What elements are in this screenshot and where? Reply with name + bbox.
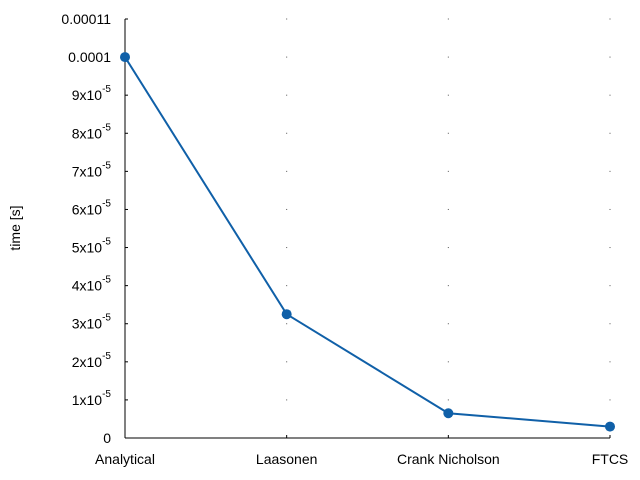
- grid-dot: [447, 285, 449, 287]
- x-tick-label: Crank Nicholson: [397, 451, 500, 467]
- y-tick-label: 1x10-5: [72, 389, 112, 408]
- y-tick-label: 7x10-5: [72, 160, 112, 179]
- x-tick-label: Analytical: [95, 451, 155, 467]
- grid-dot: [609, 208, 611, 210]
- data-point: [120, 52, 130, 63]
- grid-dot: [447, 94, 449, 96]
- grid-dot: [447, 132, 449, 134]
- axes: [124, 19, 610, 439]
- grid-dot: [609, 247, 611, 249]
- grid-dot: [609, 361, 611, 363]
- grid-dot: [286, 285, 288, 287]
- grid-dot: [447, 247, 449, 249]
- y-tick-label: 5x10-5: [72, 237, 112, 256]
- y-tick-labels: 0 1x10-5 2x10-5 3x10-5 4x10-5 5x10-5 6x10-5 7x1…: [61, 11, 128, 446]
- grid-dot: [447, 361, 449, 363]
- grid-dot: [286, 170, 288, 172]
- y-tick-label: 0.0001: [68, 49, 111, 65]
- y-tick-label: 9x10-5: [72, 84, 112, 103]
- x-tick-label: FTCS: [592, 451, 629, 467]
- grid-dot: [286, 132, 288, 134]
- grid-dot: [447, 170, 449, 172]
- grid-dot: [286, 208, 288, 210]
- grid-dot: [286, 56, 288, 58]
- y-axis-label: time [s]: [7, 205, 23, 250]
- grid-dot: [447, 323, 449, 325]
- grid-dot: [286, 94, 288, 96]
- y-tick-label: 0.00011: [61, 11, 111, 27]
- y-tick-label: 6x10-5: [72, 198, 112, 217]
- data-point: [443, 408, 454, 419]
- grid-dot: [447, 18, 449, 20]
- series-line: [124, 56, 611, 428]
- grid-dot: [286, 18, 288, 20]
- grid-dot: [286, 323, 288, 325]
- grid-dot: [447, 56, 449, 58]
- grid-dot: [286, 399, 288, 401]
- series: [120, 52, 615, 432]
- grid-dot: [609, 132, 611, 134]
- grid-dot: [286, 361, 288, 363]
- grid-dot: [609, 285, 611, 287]
- grid-dot: [286, 247, 288, 249]
- y-tick-label: 0: [103, 430, 111, 446]
- y-tick-label: 3x10-5: [72, 313, 112, 332]
- grid-dot: [609, 323, 611, 325]
- grid-dot: [447, 399, 449, 401]
- grid-dot: [609, 94, 611, 96]
- data-point: [281, 309, 292, 320]
- y-tick-label: 2x10-5: [72, 351, 112, 370]
- grid-dot: [447, 208, 449, 210]
- grid: [286, 18, 611, 401]
- y-tick-label: 8x10-5: [72, 122, 112, 141]
- grid-dot: [609, 56, 611, 58]
- y-tick-label: 4x10-5: [72, 275, 112, 294]
- x-tick-labels: Analytical Laasonen Crank Nicholson FTCS: [95, 435, 628, 467]
- grid-dot: [609, 170, 611, 172]
- grid-dot: [609, 399, 611, 401]
- data-point: [605, 421, 615, 432]
- grid-dot: [609, 18, 611, 20]
- x-tick-label: Laasonen: [256, 451, 318, 467]
